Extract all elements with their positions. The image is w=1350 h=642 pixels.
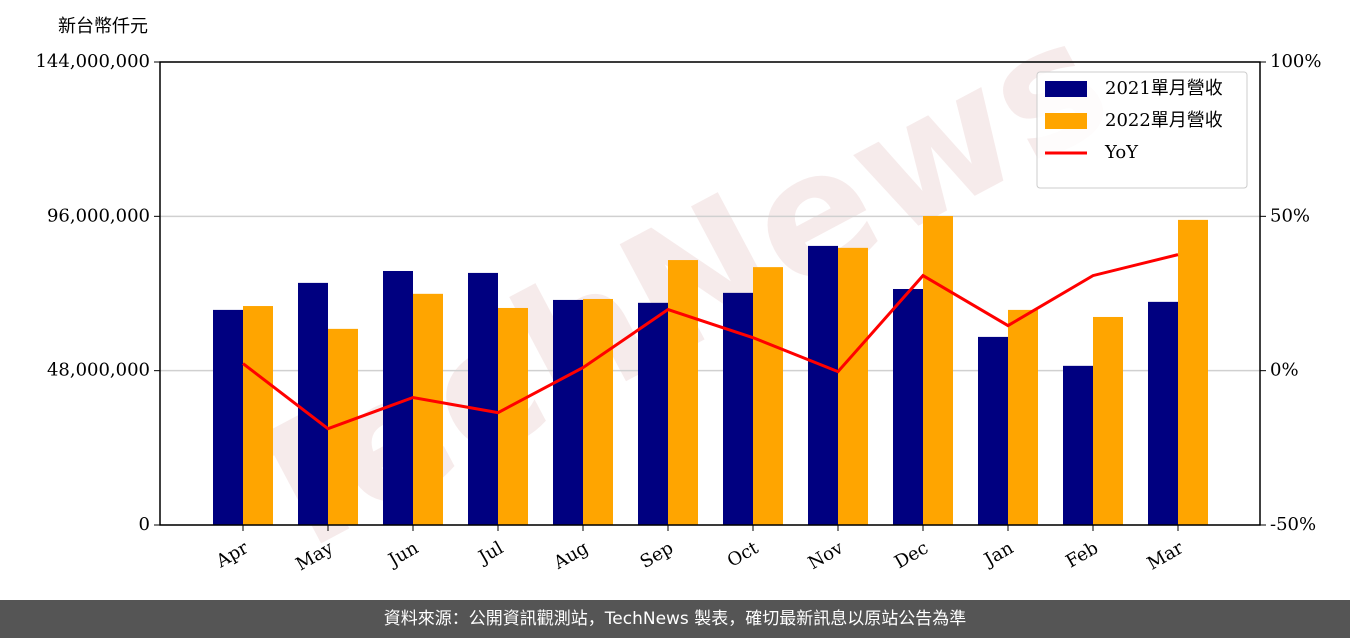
- bar: [753, 267, 783, 525]
- legend-swatch: [1045, 81, 1087, 97]
- bar: [808, 245, 838, 526]
- bar: [413, 293, 443, 525]
- x-tick-label: Nov: [805, 537, 848, 574]
- bar: [1178, 219, 1208, 526]
- y-tick-label: 144,000,000: [35, 51, 150, 72]
- footer: 資料來源：公開資訊觀測站，TechNews 製表，確切最新訊息以原站公告為準: [384, 609, 966, 629]
- x-tick-label: Dec: [891, 537, 932, 573]
- y-tick-label: 96,000,000: [47, 205, 150, 226]
- y-tick-label: 0: [139, 514, 150, 535]
- bar: [553, 299, 583, 525]
- bar: [668, 260, 698, 525]
- x-tick-label: Jan: [979, 537, 1017, 571]
- bar: [838, 247, 868, 525]
- y2-tick-label: 100%: [1270, 51, 1321, 72]
- bar: [498, 307, 528, 525]
- y2-tick-label: 0%: [1270, 360, 1299, 381]
- x-tick-label: Feb: [1062, 537, 1102, 572]
- bar: [243, 306, 273, 525]
- bar: [978, 336, 1008, 525]
- bar: [213, 309, 243, 525]
- x-tick-label: Mar: [1144, 537, 1188, 574]
- line: [242, 253, 1179, 431]
- x-tick-label: Sep: [637, 537, 677, 572]
- legend: 2021單月營收 2022單月營收 YoY: [1036, 71, 1248, 189]
- x-tick-label: Apr: [212, 537, 252, 572]
- bar: [1093, 316, 1123, 525]
- bar: [1063, 365, 1093, 525]
- legend-label: YoY: [1104, 142, 1139, 163]
- x-tick-label: Aug: [549, 537, 592, 574]
- y-tick-label: 48,000,000: [47, 360, 150, 381]
- bar: [923, 216, 953, 525]
- unit-label: 新台幣仟元: [58, 16, 148, 37]
- plot-frame: [159, 61, 1261, 526]
- bar: [1148, 301, 1178, 525]
- legend-label: 2021單月營收: [1105, 78, 1223, 99]
- bar: [583, 298, 613, 525]
- x-tick-label: Jul: [473, 537, 507, 569]
- bar: [468, 272, 498, 525]
- legend-frame: [1036, 71, 1248, 189]
- x-tick-label: Oct: [724, 537, 763, 572]
- legend-swatch: [1045, 113, 1087, 129]
- y2-tick-label: -50%: [1270, 514, 1316, 535]
- legend-label: 2022單月營收: [1105, 110, 1223, 131]
- bar: [638, 302, 668, 525]
- bar: [893, 288, 923, 525]
- bar: [298, 282, 328, 525]
- y2-tick-label: 50%: [1270, 205, 1310, 226]
- bar: [1008, 309, 1038, 525]
- footer-bar: [0, 600, 1350, 638]
